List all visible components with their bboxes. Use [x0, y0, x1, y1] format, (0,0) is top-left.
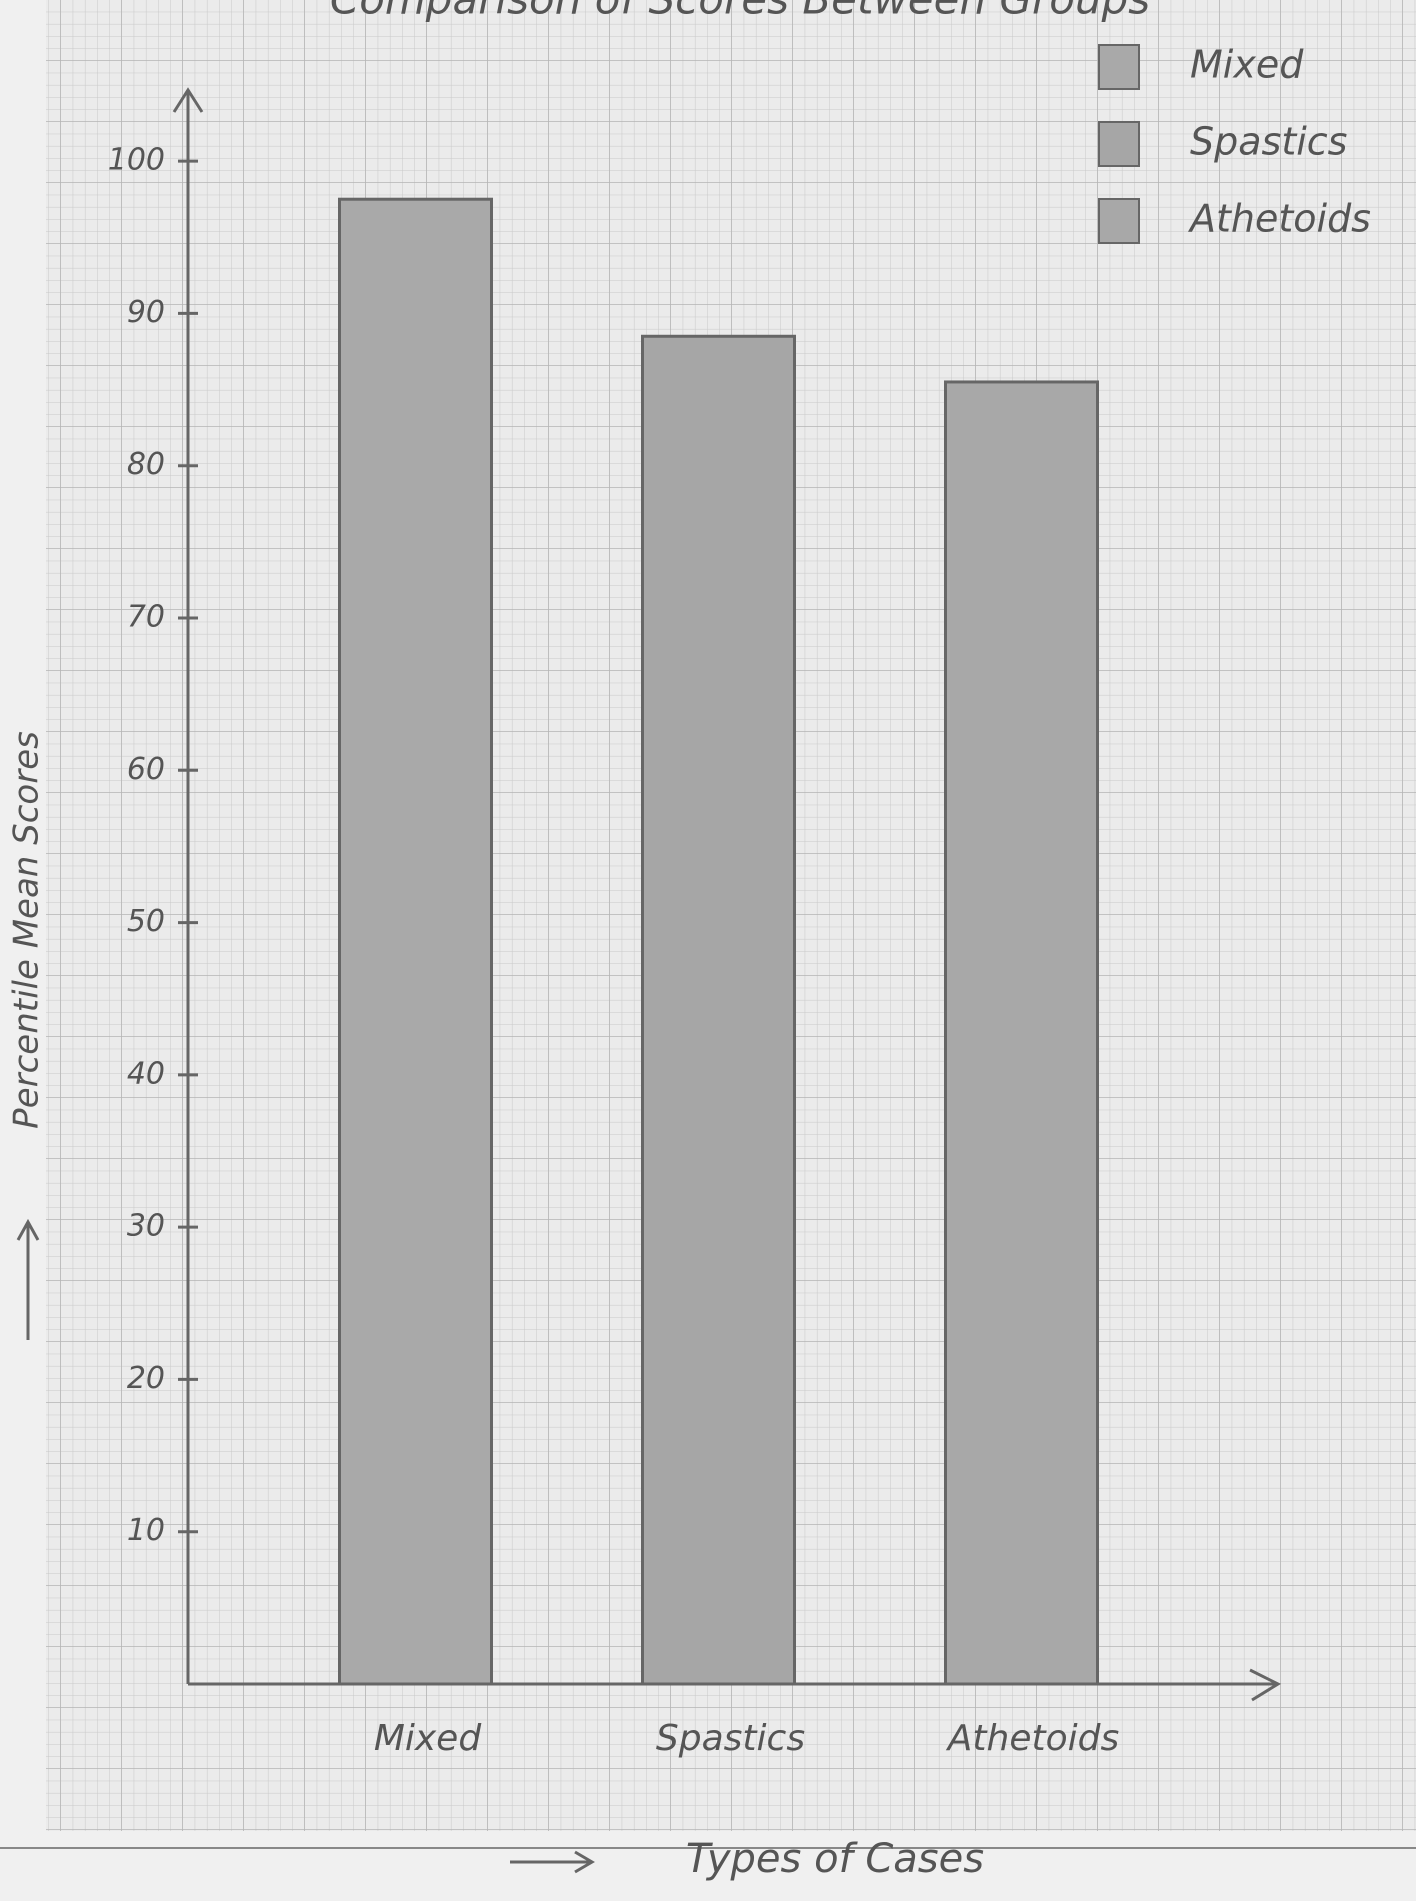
x-tick-label: Mixed: [374, 1718, 483, 1759]
y-tick-label: 100: [108, 143, 165, 178]
y-tick-label: 80: [127, 447, 165, 482]
y-tick-label: 20: [127, 1361, 165, 1396]
legend-swatch: [1099, 45, 1139, 89]
legend-label: Mixed: [1190, 43, 1304, 87]
chart-title: Comparison of Scores Between Groups: [330, 0, 1150, 24]
legend-label: Athetoids: [1187, 197, 1371, 241]
y-tick-label: 90: [127, 295, 165, 330]
y-tick-label: 70: [127, 600, 165, 635]
bar: [946, 382, 1098, 1684]
legend-label: Spastics: [1190, 120, 1347, 164]
bar: [643, 336, 795, 1684]
y-axis-title: Percentile Mean Scores: [7, 731, 47, 1129]
y-tick-label: 50: [127, 904, 165, 939]
y-tick-label: 40: [127, 1056, 165, 1091]
chart: Comparison of Scores Between Groups Perc…: [0, 0, 1416, 1901]
legend-swatch: [1099, 199, 1139, 243]
y-tick-label: 30: [127, 1209, 165, 1244]
y-tick-label: 10: [127, 1513, 165, 1548]
y-tick-label: 60: [127, 752, 165, 787]
legend-swatch: [1099, 122, 1139, 166]
x-tick-label: Spastics: [656, 1718, 805, 1759]
bar: [340, 199, 492, 1684]
x-tick-label: Athetoids: [946, 1718, 1119, 1759]
x-axis-title: Types of Cases: [686, 1836, 984, 1882]
